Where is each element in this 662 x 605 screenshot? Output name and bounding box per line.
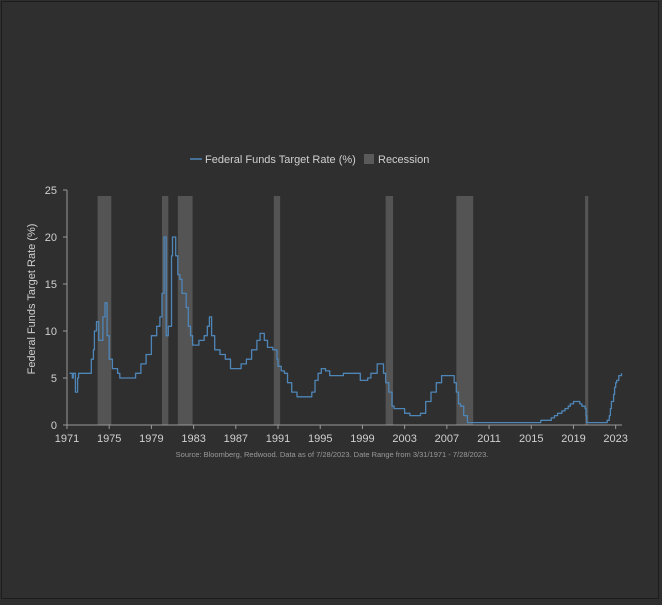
x-tick-label: 1975 bbox=[97, 433, 121, 445]
recession-band-2 bbox=[177, 196, 193, 425]
rate-series-line bbox=[69, 236, 623, 424]
recession-band-5 bbox=[456, 196, 474, 425]
x-tick-label: 1987 bbox=[224, 433, 248, 445]
x-tick-label: 2019 bbox=[561, 433, 585, 445]
x-tick-label: 1983 bbox=[181, 433, 205, 445]
x-axis-ticks: 1971 1975 1979 1983 1987 1991 1995 1999 2003 2007… bbox=[55, 425, 628, 445]
x-tick-label: 1995 bbox=[308, 433, 332, 445]
recession-band-6 bbox=[585, 196, 589, 425]
source-note: Source: Bloomberg, Redwood. Data as of 7… bbox=[176, 450, 489, 459]
x-tick-label: 2023 bbox=[603, 433, 627, 445]
y-tick-label: 20 bbox=[45, 232, 57, 244]
x-tick-label: 1979 bbox=[139, 433, 163, 445]
recession-band-1 bbox=[161, 196, 169, 425]
x-tick-label: 1991 bbox=[266, 433, 290, 445]
x-tick-label: 2015 bbox=[519, 433, 543, 445]
y-tick-label: 5 bbox=[51, 373, 57, 385]
axes bbox=[66, 190, 622, 426]
x-tick-label: 2007 bbox=[435, 433, 459, 445]
y-axis-ticks: 0 5 10 15 20 25 bbox=[45, 185, 67, 432]
recession-band-4 bbox=[385, 196, 394, 425]
y-tick-label: 25 bbox=[45, 185, 57, 197]
x-tick-label: 1971 bbox=[55, 433, 79, 445]
legend-label-recession: Recession bbox=[378, 154, 429, 166]
x-tick-label: 1999 bbox=[350, 433, 374, 445]
y-axis-label: Federal Funds Target Rate (%) bbox=[26, 224, 38, 375]
legend: Federal Funds Target Rate (%) Recession bbox=[190, 154, 429, 166]
x-tick-label: 2003 bbox=[392, 433, 416, 445]
x-tick-label: 2011 bbox=[477, 433, 501, 445]
recession-bands bbox=[97, 196, 589, 425]
y-tick-label: 15 bbox=[45, 279, 57, 291]
y-tick-label: 0 bbox=[51, 420, 57, 432]
recession-band-3 bbox=[273, 196, 281, 425]
y-tick-label: 10 bbox=[45, 326, 57, 338]
legend-recession-swatch bbox=[364, 154, 374, 164]
legend-label-rate: Federal Funds Target Rate (%) bbox=[205, 154, 356, 166]
